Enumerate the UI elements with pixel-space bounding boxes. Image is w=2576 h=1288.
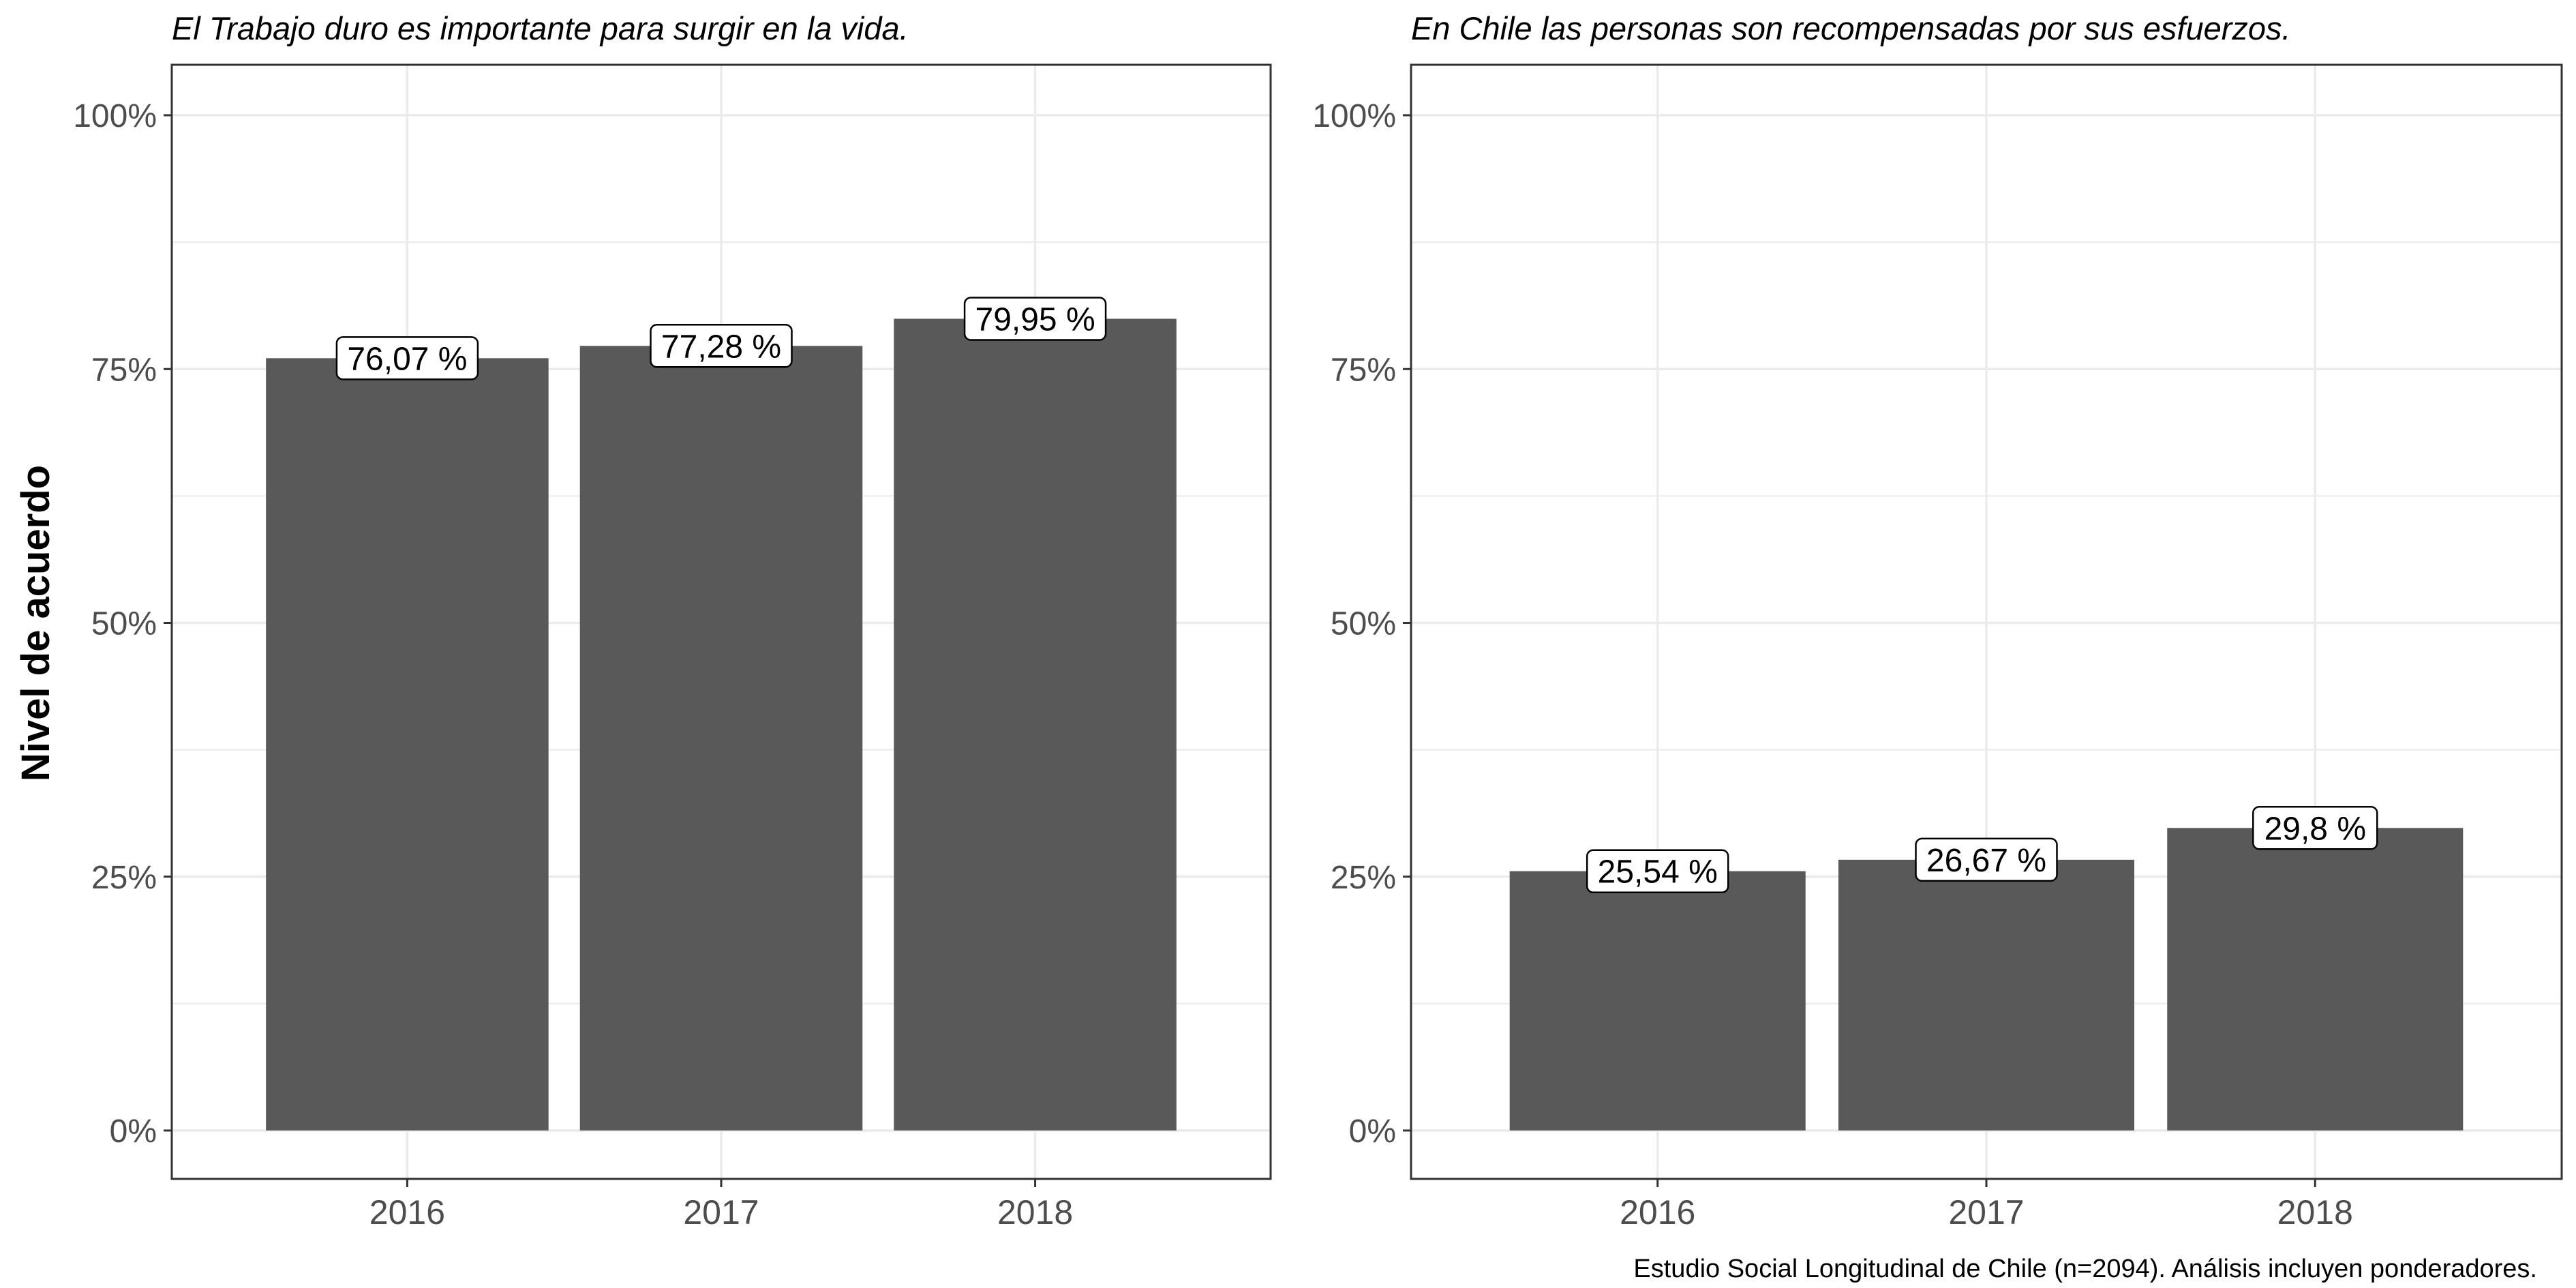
y-tick-label: 50% xyxy=(1331,606,1396,642)
bar-2018 xyxy=(894,318,1177,1131)
data-label-box xyxy=(1915,837,2058,882)
bar-2017 xyxy=(579,346,863,1131)
y-tick-label: 25% xyxy=(1331,860,1396,896)
data-label-box xyxy=(335,336,479,380)
chart-caption: Estudio Social Longitudinal de Chile (n=… xyxy=(1633,1255,2537,1283)
y-axis-label: Nivel de acuerdo xyxy=(14,465,58,781)
bar-2016 xyxy=(1509,871,1806,1130)
y-tick-label: 100% xyxy=(1312,98,1396,134)
y-tick-label: 75% xyxy=(1331,352,1396,388)
data-label: 25,54 % xyxy=(1598,854,1718,890)
data-label-box xyxy=(650,324,793,368)
data-label-box xyxy=(963,297,1107,341)
panel-title: En Chile las personas son recompensadas … xyxy=(1411,10,2291,46)
y-tick-label: 50% xyxy=(91,606,157,642)
x-tick-label: 2018 xyxy=(2277,1193,2353,1231)
y-tick-label: 25% xyxy=(91,860,157,896)
x-tick-label: 2017 xyxy=(683,1193,759,1231)
data-label: 29,8 % xyxy=(2264,811,2366,847)
data-label: 79,95 % xyxy=(975,302,1095,338)
panel-title: El Trabajo duro es importante para surgi… xyxy=(172,10,909,46)
y-tick-label: 100% xyxy=(73,98,157,134)
y-tick-label: 0% xyxy=(1349,1113,1396,1150)
y-tick-label: 0% xyxy=(110,1113,157,1150)
y-tick-label: 75% xyxy=(91,352,157,388)
x-tick-label: 2018 xyxy=(997,1193,1073,1231)
data-label-box xyxy=(2252,806,2378,850)
x-tick-label: 2016 xyxy=(369,1193,445,1231)
data-label: 77,28 % xyxy=(661,329,781,365)
bar-2018 xyxy=(2167,828,2464,1130)
x-tick-label: 2017 xyxy=(1948,1193,2024,1231)
x-tick-label: 2016 xyxy=(1620,1193,1695,1231)
bar-2017 xyxy=(1838,859,2135,1130)
bar-2016 xyxy=(266,358,549,1131)
data-label: 26,67 % xyxy=(1926,843,2046,879)
data-label-box xyxy=(1586,849,1729,893)
data-label: 76,07 % xyxy=(347,341,467,377)
